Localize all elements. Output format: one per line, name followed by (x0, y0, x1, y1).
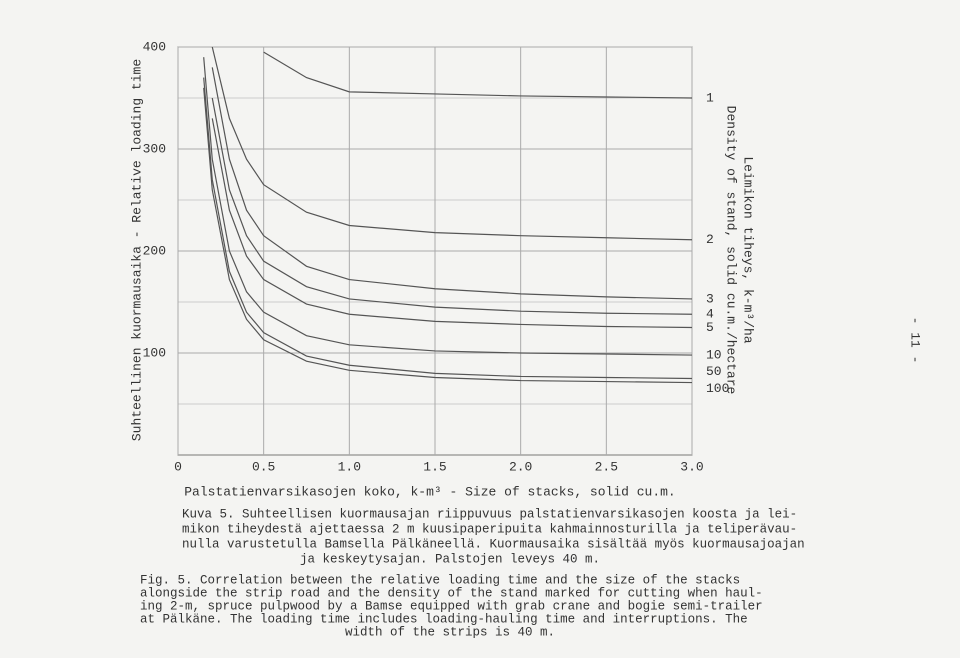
caption-line: Kuva 5. Suhteellisen kuormausajan riippu… (182, 507, 797, 521)
x-tick-label: 0 (174, 459, 182, 474)
curve (203, 87, 693, 384)
curve (263, 51, 693, 99)
legend-label: 10 (706, 347, 722, 362)
y2-axis-label: Leimikon tiheys, k-m³/ha (741, 156, 756, 343)
curve (211, 118, 693, 329)
x-tick-label: 1.5 (423, 459, 446, 474)
legend-label: 50 (706, 364, 722, 379)
curve (203, 57, 693, 356)
y-tick-label: 300 (143, 141, 166, 156)
legend-label: 1 (706, 90, 714, 105)
legend-label: 3 (706, 291, 714, 306)
y-tick-label: 100 (143, 345, 166, 360)
page-number: - 11 - (908, 317, 923, 364)
x-axis-label: Palstatienvarsikasojen koko, k-m³ - Size… (184, 484, 675, 499)
caption-line: nulla varustetulla Bamsella Pälkäneellä.… (182, 537, 805, 551)
curve (211, 46, 693, 241)
legend-label: 5 (706, 320, 714, 335)
caption-line: width of the strips is 40 m. (345, 625, 555, 639)
legend-label: 2 (706, 232, 714, 247)
y-tick-label: 400 (143, 39, 166, 54)
x-tick-label: 3.0 (680, 459, 703, 474)
caption-line: alongside the strip road and the density… (140, 586, 763, 600)
legend-label: 100 (706, 381, 729, 396)
caption-line: Fig. 5. Correlation between the relative… (140, 573, 740, 587)
curve (211, 97, 693, 315)
caption-line: ing 2-m, spruce pulpwood by a Bamse equi… (140, 599, 763, 613)
x-tick-label: 2.5 (595, 459, 618, 474)
x-tick-label: 1.0 (338, 459, 361, 474)
curve (211, 67, 693, 300)
curve (203, 77, 693, 380)
legend-label: 4 (706, 307, 714, 322)
caption-line: mikon tiheydestä ajettaessa 2 m kuusipap… (182, 522, 797, 536)
caption-line: at Pälkäne. The loading time includes lo… (140, 612, 748, 626)
y2-axis-label: Density of stand, solid cu.m./hectare (724, 106, 739, 395)
y-axis-label: Suhteellinen kuormausaika - Relative loa… (129, 59, 144, 441)
caption-line: ja keskeytysajan. Palstojen leveys 40 m. (300, 552, 600, 566)
y-tick-label: 200 (143, 243, 166, 258)
x-tick-label: 2.0 (509, 459, 532, 474)
x-tick-label: 0.5 (252, 459, 275, 474)
